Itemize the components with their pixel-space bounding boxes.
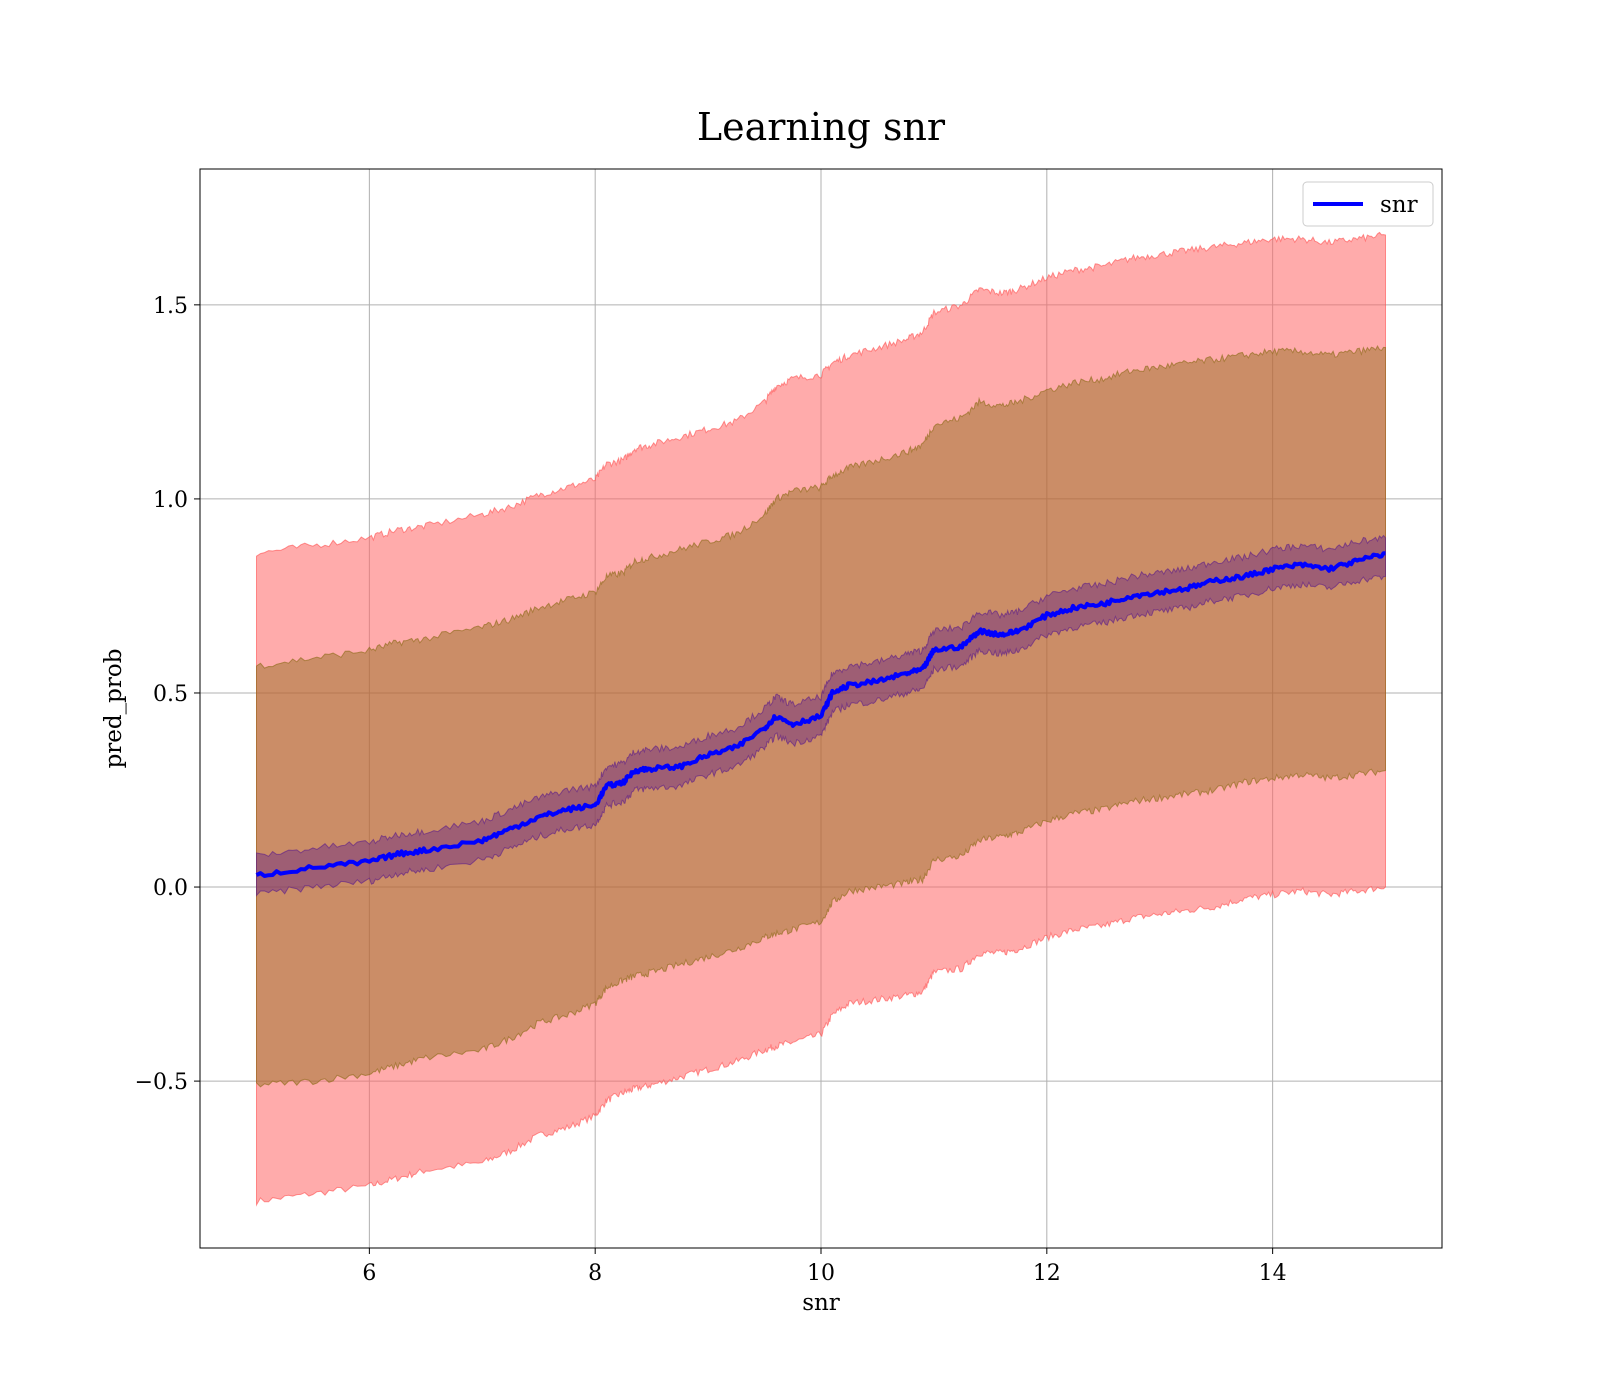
line-layer <box>255 551 1386 878</box>
chart-title: Learning snr <box>697 105 946 149</box>
series-line-snr <box>255 551 1386 878</box>
x-tick-label: 10 <box>807 1261 835 1286</box>
y-tick-label: −0.5 <box>135 1070 188 1095</box>
x-tick-label: 14 <box>1259 1261 1287 1286</box>
y-tick-label: 1.5 <box>153 294 188 319</box>
legend-box <box>1302 181 1434 227</box>
x-tick-label: 8 <box>588 1261 602 1286</box>
x-tick-label: 6 <box>362 1261 376 1286</box>
x-tick-label: 12 <box>1033 1261 1061 1286</box>
tick-layer: 6 8 10 12 14 −0.5 0.0 0.5 1.0 1.5 <box>135 294 1287 1286</box>
legend: snr <box>1302 181 1434 227</box>
x-axis-label: snr <box>802 1290 840 1316</box>
y-tick-label: 0.5 <box>153 682 188 707</box>
legend-entry-snr: snr <box>1380 192 1418 218</box>
y-axis-label: pred_prob <box>101 649 127 769</box>
y-tick-label: 0.0 <box>153 876 188 901</box>
y-tick-label: 1.0 <box>153 488 188 513</box>
